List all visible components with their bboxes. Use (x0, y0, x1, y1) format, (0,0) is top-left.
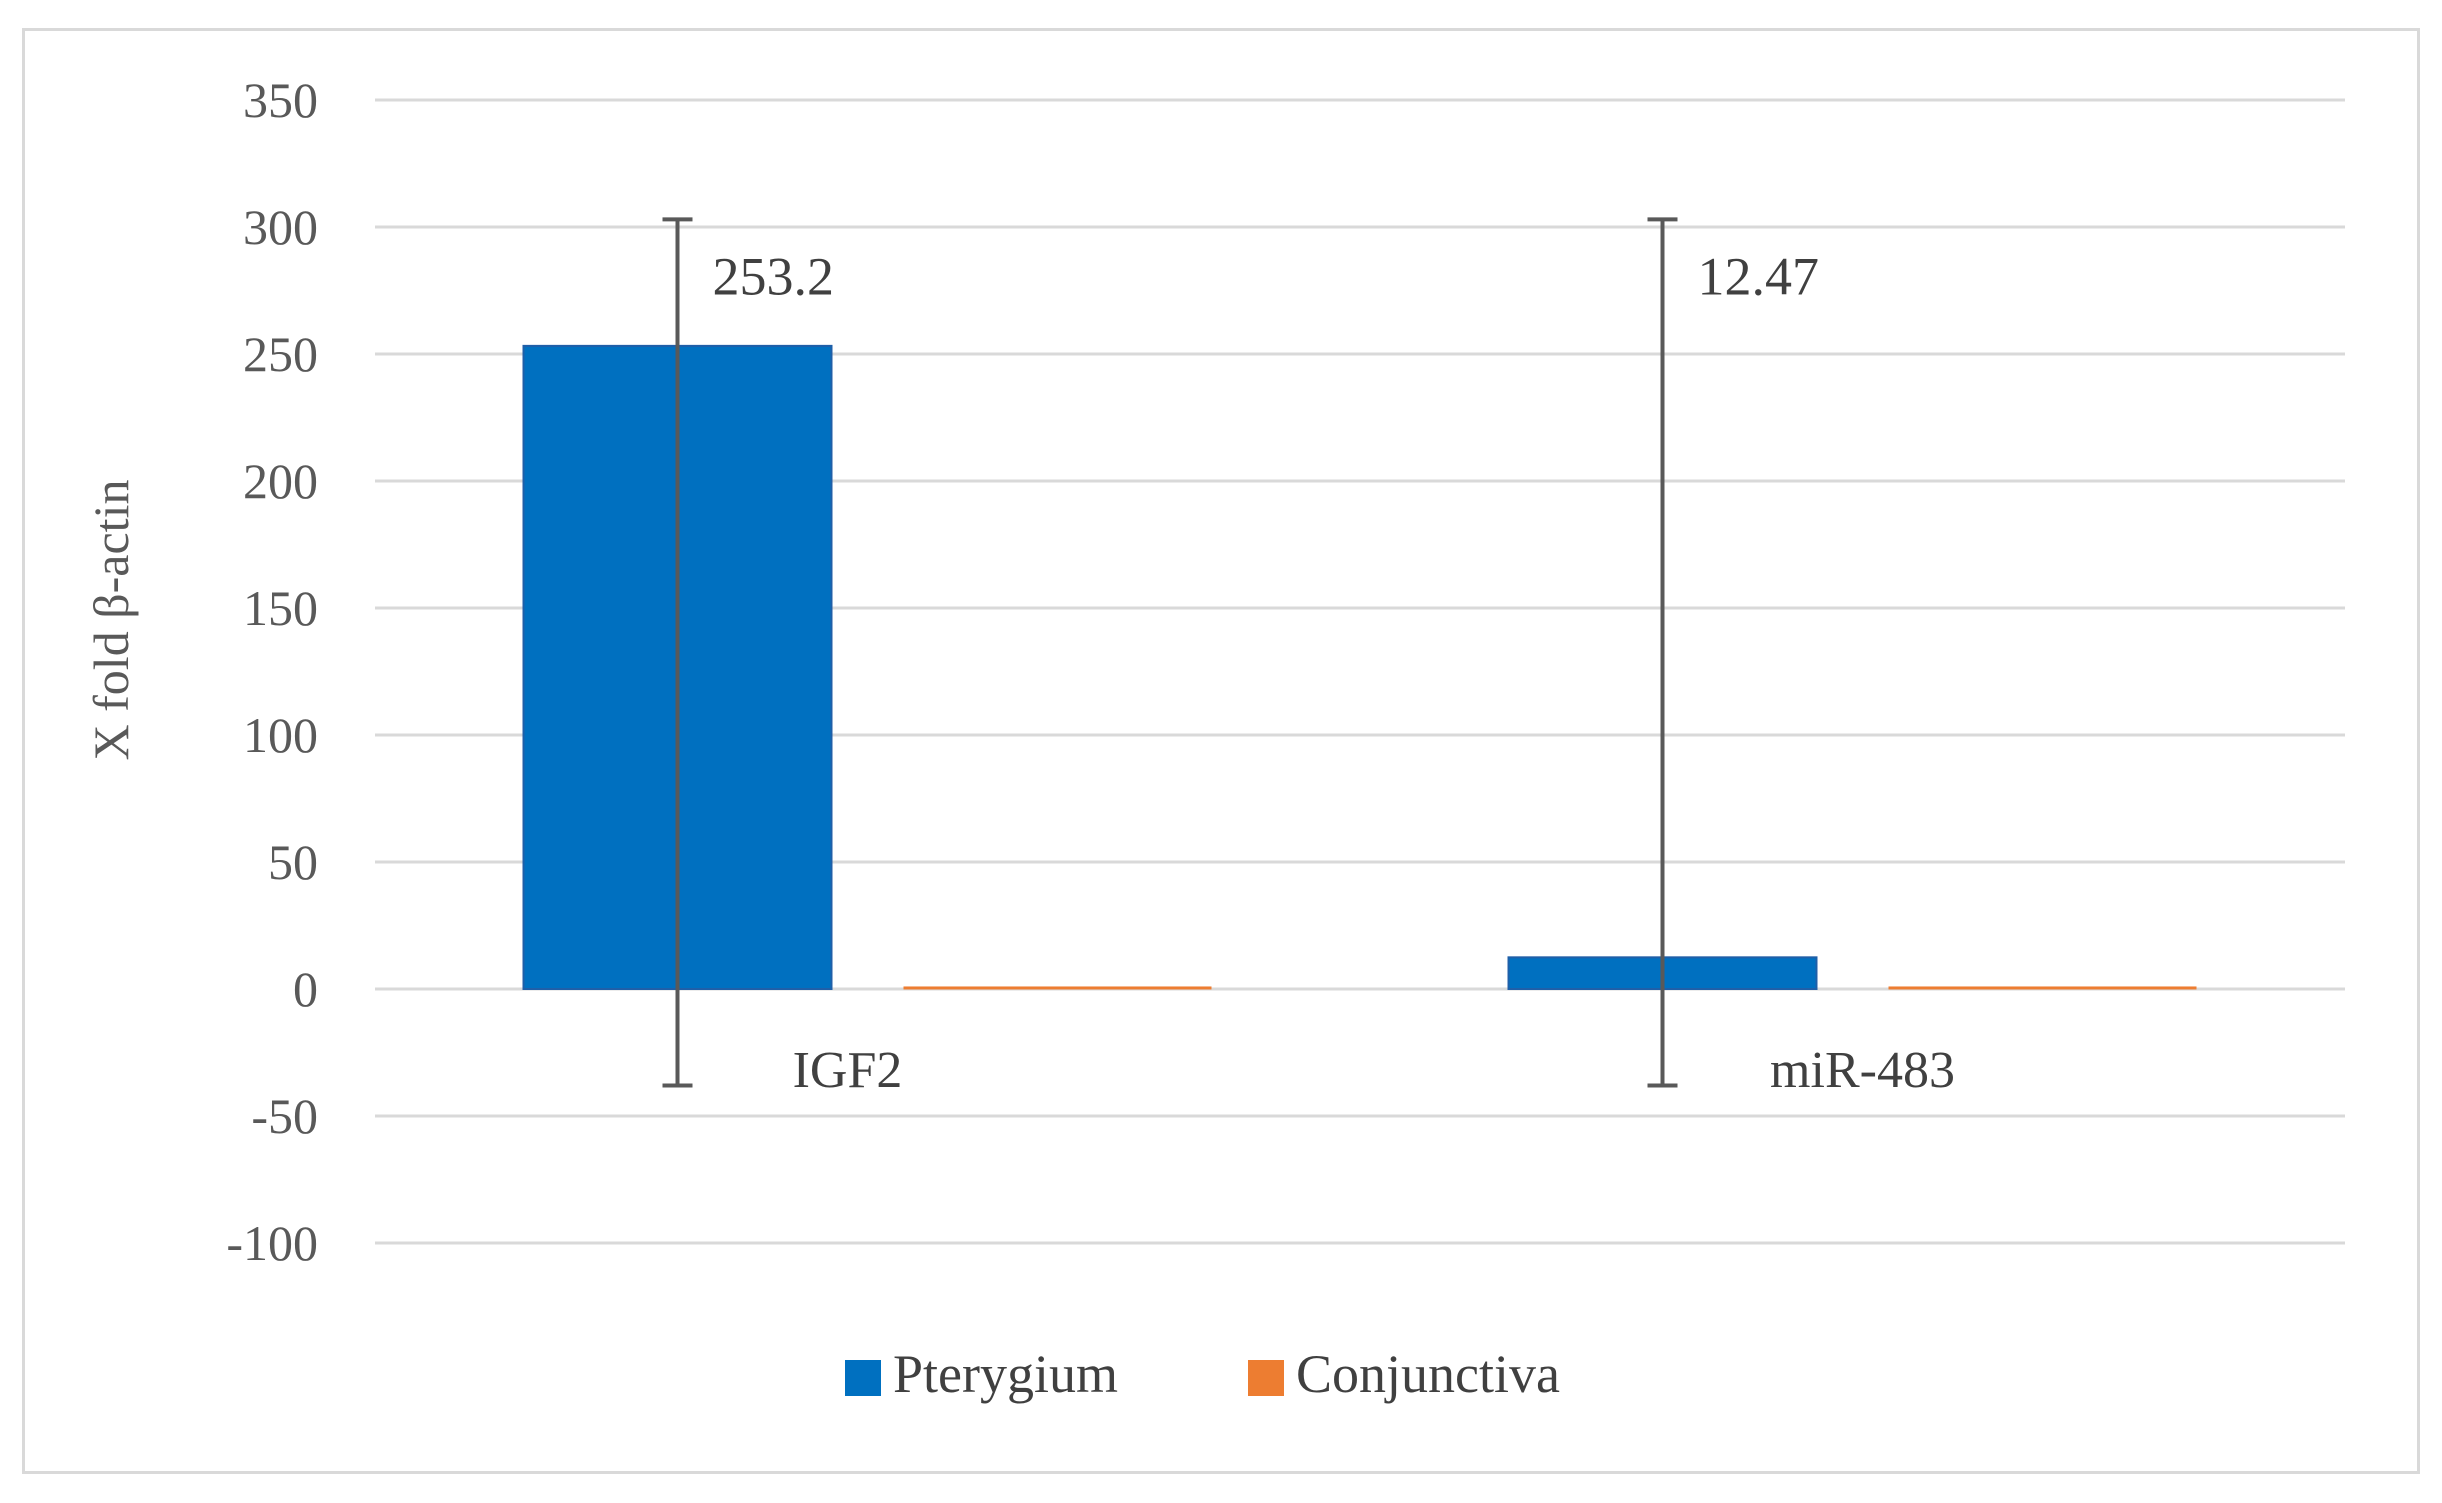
y-axis-label: X fold β-actin (83, 480, 139, 761)
y-tick-label: 200 (243, 453, 318, 509)
legend-label: Conjunctiva (1296, 1344, 1560, 1404)
category-label: miR-483 (1770, 1042, 1955, 1099)
y-tick-label: 0 (293, 961, 318, 1017)
legend: Pterygium Conjunctiva (845, 1344, 1560, 1404)
y-axis-ticks: 350 300 250 200 150 100 50 0 -50 -100 (226, 72, 318, 1271)
category-label: IGF2 (793, 1042, 903, 1099)
category-labels: IGF2 miR-483 (793, 1042, 1955, 1099)
y-tick-label: 100 (243, 707, 318, 763)
data-label: 12.47 (1698, 246, 1820, 306)
y-tick-label: 250 (243, 326, 318, 382)
y-tick-label: 150 (243, 580, 318, 636)
bar (1888, 986, 2197, 990)
legend-swatch (1248, 1360, 1284, 1396)
y-tick-label: 350 (243, 72, 318, 128)
data-label: 253.2 (713, 246, 835, 306)
chart-frame (22, 28, 2420, 1474)
y-tick-label: 300 (243, 199, 318, 255)
bar (903, 986, 1212, 990)
y-tick-label: -50 (251, 1088, 318, 1144)
legend-label: Pterygium (893, 1344, 1118, 1404)
legend-swatch (845, 1360, 881, 1396)
gridlines (375, 98, 2345, 1245)
bars (522, 344, 2197, 990)
y-tick-label: 50 (268, 834, 318, 890)
y-tick-label: -100 (226, 1215, 318, 1271)
data-labels: 253.2 12.47 (713, 246, 1820, 306)
error-bars (662, 217, 1678, 1088)
